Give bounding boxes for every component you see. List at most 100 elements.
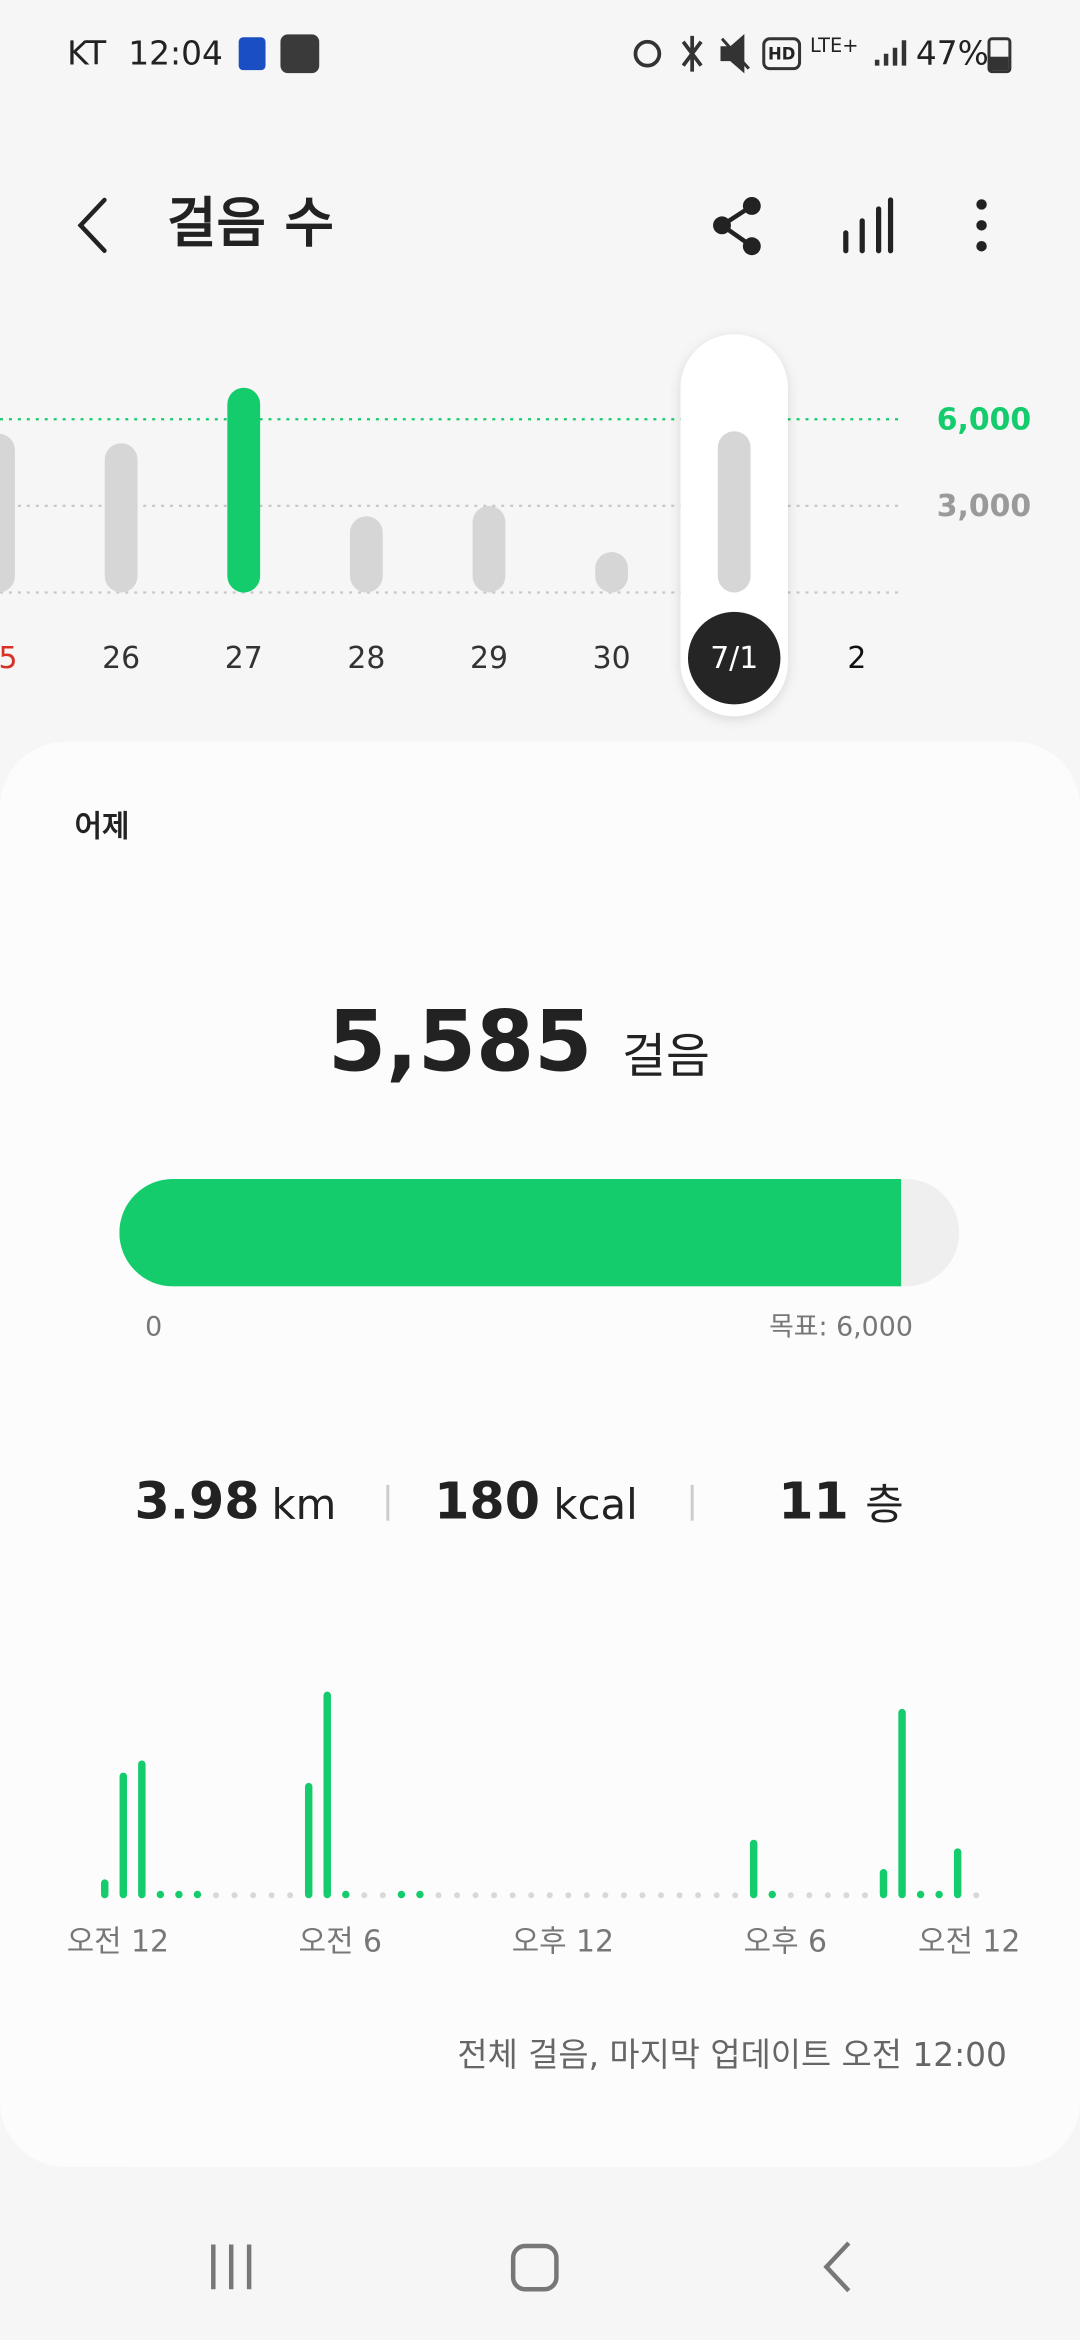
floor-unit: 층 (865, 1480, 903, 1529)
empty-slot (491, 1892, 498, 1899)
empty-slot (973, 1892, 980, 1899)
bar (227, 387, 261, 593)
more-button[interactable] (976, 199, 987, 252)
bar (304, 1782, 313, 1899)
clock: 12:04 (128, 35, 223, 73)
empty-slot (787, 1892, 794, 1899)
empty-slot (639, 1892, 646, 1899)
empty-slot (454, 1892, 461, 1899)
bar (898, 1708, 906, 1899)
empty-slot (287, 1892, 294, 1899)
home-button[interactable] (510, 2243, 559, 2292)
carrier: KT (67, 35, 107, 73)
network-label: LTE+ (810, 34, 858, 57)
recents-button[interactable] (211, 2244, 252, 2290)
empty-slot (713, 1892, 720, 1899)
battery-fill (990, 56, 1009, 71)
empty-slot (732, 1892, 739, 1899)
alarm-icon (633, 39, 662, 68)
bar (175, 1890, 183, 1899)
bar (138, 1760, 146, 1899)
empty-slot (602, 1892, 609, 1899)
bar (416, 1890, 424, 1899)
daily-chart: 3,000 6,000 25 26 27 28 29 30 7/1 2 (0, 334, 1031, 717)
x-tick-label: 2 (847, 641, 866, 676)
bar (342, 1890, 350, 1899)
distance-value: 3.98 (134, 1471, 259, 1530)
page-title: 걸음 수 (167, 191, 334, 254)
lock-icon (238, 37, 266, 71)
share-button[interactable] (713, 196, 761, 256)
empty-slot (843, 1892, 850, 1899)
trends-button[interactable] (843, 197, 894, 254)
battery-level: 47% (916, 35, 989, 73)
x-tick-label: 27 (225, 641, 263, 676)
bar (349, 516, 383, 593)
x-tick-label: 28 (347, 641, 385, 676)
y-tick-label: 3,000 (937, 489, 1031, 524)
empty-slot (509, 1892, 516, 1899)
empty-slot (806, 1892, 813, 1899)
bar (916, 1890, 925, 1899)
empty-slot (861, 1892, 868, 1899)
nav-back-button[interactable] (823, 2241, 851, 2293)
signal-icon (874, 40, 907, 66)
goal-label: 목표: 6,000 (769, 1312, 913, 1343)
distance-unit: km (271, 1480, 336, 1529)
x-tick-label: 오전 12 (918, 1925, 1020, 1960)
y-tick-label: 6,000 (937, 402, 1031, 437)
empty-slot (695, 1892, 702, 1899)
bluetooth-icon (681, 35, 703, 72)
empty-slot (824, 1892, 831, 1899)
empty-slot (583, 1892, 590, 1899)
x-tick-label: 오후 6 (744, 1925, 827, 1960)
bar (119, 1772, 128, 1899)
day-label: 어제 (75, 810, 130, 845)
progress-start: 0 (145, 1312, 162, 1343)
progress-fill (119, 1178, 902, 1287)
bar (595, 552, 629, 593)
empty-slot (528, 1892, 535, 1899)
empty-slot (546, 1892, 553, 1899)
empty-slot (658, 1892, 664, 1899)
empty-slot (268, 1892, 275, 1899)
empty-slot (435, 1892, 442, 1899)
bar (768, 1890, 776, 1899)
update-note: 전체 걸음, 마지막 업데이트 오전 12:00 (457, 2036, 1006, 2074)
bar (101, 1879, 109, 1899)
back-button[interactable] (77, 197, 107, 253)
selected-date-marker (687, 611, 781, 705)
step-count: 5,585 (328, 993, 592, 1091)
empty-slot (676, 1892, 683, 1899)
bar (953, 1848, 962, 1899)
step-unit: 걸음 (622, 1030, 710, 1085)
x-tick-label: 오전 12 (67, 1925, 169, 1960)
x-tick-label: 30 (593, 641, 631, 676)
x-tick-label: 29 (470, 641, 508, 676)
bar (397, 1890, 406, 1899)
x-tick-label: 오후 12 (512, 1925, 614, 1960)
x-tick-label: 오전 6 (299, 1925, 382, 1960)
empty-slot (620, 1892, 627, 1899)
hourly-chart: 오전 12 오전 6 오후 12 오후 6 오전 12 (67, 1691, 1020, 1960)
bar (0, 433, 15, 593)
hd-frame (762, 37, 802, 71)
x-tick-label: 7/1 (710, 641, 758, 676)
empty-slot (213, 1892, 219, 1899)
bar (717, 431, 751, 593)
empty-slot (379, 1892, 386, 1899)
bar (749, 1839, 758, 1899)
battery-icon (987, 37, 1012, 74)
bar (472, 505, 506, 593)
empty-slot (565, 1892, 572, 1899)
x-tick-label: 26 (102, 641, 140, 676)
bar (104, 443, 138, 593)
progress (119, 1178, 960, 1287)
empty-slot (472, 1892, 479, 1899)
bar (193, 1890, 202, 1899)
bar (935, 1890, 943, 1899)
bar (156, 1890, 165, 1899)
app-icon (280, 34, 320, 74)
